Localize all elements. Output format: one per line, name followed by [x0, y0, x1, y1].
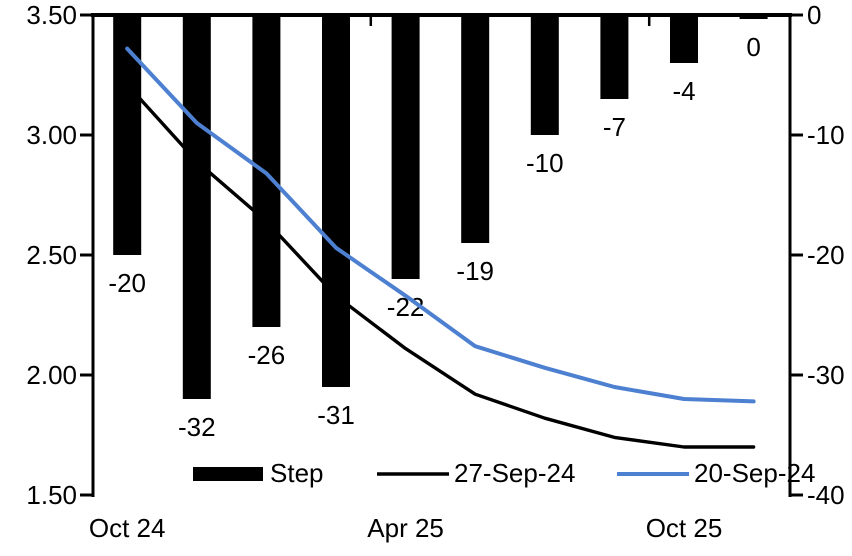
step-bar	[461, 15, 490, 243]
left-axis-tick-label: 3.00	[26, 120, 77, 150]
right-axis-tick-label: 0	[807, 0, 821, 30]
right-axis-tick-label: -10	[807, 120, 845, 150]
bar-value-label: -20	[108, 268, 146, 298]
x-axis-label: Apr 25	[367, 513, 444, 543]
x-axis-label: Oct 24	[89, 513, 166, 543]
line-27-sep-24	[125, 82, 756, 449]
bar-value-label: -32	[178, 412, 216, 442]
legend-label: 20-Sep-24	[694, 458, 815, 488]
legend-label: Step	[270, 458, 324, 488]
bar-value-label: -19	[456, 256, 494, 286]
bar-value-label: -10	[526, 148, 564, 178]
step-bar	[600, 15, 629, 99]
bar-value-label: 0	[746, 32, 760, 62]
left-axis-tick-label: 2.50	[26, 240, 77, 270]
right-axis-tick-label: -20	[807, 240, 845, 270]
left-axis-tick-label: 3.50	[26, 0, 77, 30]
bar-value-label: -26	[248, 340, 286, 370]
line-20-sep-24	[125, 46, 756, 404]
legend-label: 27-Sep-24	[454, 458, 575, 488]
bar-value-label: -7	[603, 112, 626, 142]
step-bar	[391, 15, 420, 279]
left-axis-tick-label: 1.50	[26, 480, 77, 510]
right-axis-tick-label: -40	[807, 480, 845, 510]
legend-swatch-step	[193, 467, 263, 481]
step-bar	[670, 15, 698, 63]
step-bar	[530, 15, 559, 135]
step-bar	[113, 15, 142, 255]
step-bar	[182, 15, 211, 399]
bar-value-label: -4	[672, 76, 695, 106]
right-axis-tick-label: -30	[807, 360, 845, 390]
bar-value-label: -31	[317, 400, 355, 430]
step-bar	[322, 15, 350, 387]
x-axis-label: Oct 25	[646, 513, 723, 543]
left-axis-tick-label: 2.00	[26, 360, 77, 390]
